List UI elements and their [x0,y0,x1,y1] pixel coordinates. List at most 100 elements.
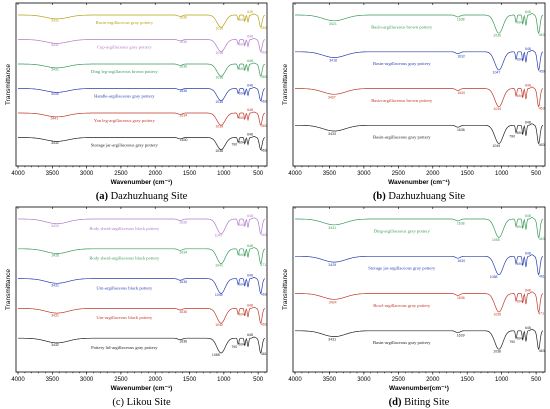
series-label: Basin-argillaceous brown pottery [371,98,433,103]
y-axis-label: Transmittance [282,269,289,310]
series-line [18,306,266,324]
peak-label: 694 [517,262,523,266]
panel-caption: (d) Biting Site [389,397,450,408]
x-tick-label: 1500 [461,377,475,383]
series-label: Handle-argillaceous gray pottery [94,93,155,98]
y-axis-label: Transmittance [282,64,289,105]
peak-label: 3441 [50,117,58,121]
series-label: Ding leg-argillaceous brown pottery [91,69,158,74]
series-label: Basin-argillaceous gray pottery [373,135,431,140]
peak-label: 694 [239,312,245,316]
peak-label: 1040 [215,323,223,327]
x-tick-label: 1500 [183,377,197,383]
peak-label: 1630 [457,91,465,95]
peak-label: 694 [517,57,523,61]
series-label: Basin-argillaceous gray pottery [96,20,154,25]
panel-caption: (c) Likou Site [112,397,171,408]
series-label: Ding-argillaceous gray pottery [374,228,431,233]
series-line [295,291,544,313]
panel-d: 4000 3500 3000 2500 2000 1500 1000 500 Wavenumbe… [282,206,546,408]
x-tick-label: 1500 [183,171,197,177]
peak-label: 3435 [51,92,59,96]
panel-c: 4000 3500 3000 2500 2000 1500 1000 500 Wavenumbe… [5,206,268,408]
peak-label: 648 [247,10,253,14]
series-line [295,254,544,276]
peak-label: 1049 [492,144,500,148]
series-label: Body sherd-argillaceous black pottery [89,226,160,231]
x-tick-label: 1500 [461,171,475,177]
panel-caption: (a) Dazhuzhuang Site [96,191,188,202]
x-tick-label: 3000 [80,377,94,383]
series-label: Basin-argillaceous brown pottery [371,24,433,29]
y-axis-label: Transmittance [5,64,12,105]
peak-label: 694 [239,283,245,287]
series-line [18,277,266,295]
peak-label: 3431 [328,338,336,342]
series-label: Cup-argillaceous gray pottery [97,44,152,49]
series-label: Basin-argillaceous gray pottery [373,340,431,345]
x-tick-label: 1000 [217,377,231,383]
x-tick-label: 3000 [357,171,371,177]
series-line [295,217,544,239]
peak-label: 1038 [215,100,223,104]
peak-label: 3433 [328,132,336,136]
peak-label: 1038 [215,124,223,128]
peak-label: 463 [539,106,545,110]
peak-label: 648 [525,289,531,293]
peak-label: 3431 [51,43,59,47]
series-label: Storage jar-argillaceous gray pottery [91,142,159,147]
peak-label: 471 [260,263,266,267]
x-tick-label: 4000 [288,171,302,177]
series-line [295,86,544,108]
x-tick-label: 3500 [46,171,60,177]
x-tick-label: 4000 [288,377,302,383]
x-tick-label: 3500 [46,377,60,383]
series-label: Bowl-argillaceous gray pottery [373,303,431,308]
x-tick-label: 4000 [11,171,25,177]
peak-label: 459 [539,70,545,74]
peak-label: 790 [231,345,237,349]
x-tick-label: 2000 [149,171,163,177]
x-tick-label: 3500 [323,171,337,177]
peak-label: 648 [525,251,531,255]
peak-label: 1038 [215,149,223,153]
series-line [295,13,544,35]
peak-label: 1088 [212,353,220,357]
peak-label: 1638 [457,18,465,22]
peak-label: 1636 [179,340,187,344]
x-tick-label: 500 [531,377,542,383]
peak-label: 3431 [328,226,336,230]
peak-label: 694 [239,42,245,46]
peak-label: 463 [261,148,267,152]
peak-label: 3431 [51,313,59,317]
peak-label: 1634 [179,114,187,118]
peak-label: 1636 [179,16,187,20]
peak-label: 463 [261,293,267,297]
peak-label: 694 [517,131,523,135]
peak-label: 3431 [51,19,59,23]
x-tick-label: 500 [531,171,542,177]
peak-label: 1639 [457,333,465,337]
series-line [18,136,266,151]
series-line [18,38,266,53]
peak-label: 463 [261,75,267,79]
x-tick-label: 2000 [149,377,163,383]
peak-label: 1630 [180,138,188,142]
peak-label: 1038 [493,350,501,354]
peak-label: 790 [509,134,515,138]
peak-label: 1636 [179,280,187,284]
peak-label: 694 [239,18,245,22]
panel-caption: (b) Dazhuzhuang Site [373,191,465,202]
x-tick-label: 4000 [11,377,25,383]
peak-label: 463 [261,124,267,128]
peak-label: 463 [261,322,267,326]
peak-label: 3424 [329,300,337,304]
peak-label: 1036 [215,26,223,30]
peak-label: 471 [538,312,544,316]
peak-label: 694 [517,337,523,341]
peak-label: 1036 [493,312,501,316]
peak-label: 1638 [457,222,465,226]
peak-label: 790 [509,340,515,344]
peak-label: 461 [261,352,267,356]
peak-label: 1636 [179,65,187,69]
